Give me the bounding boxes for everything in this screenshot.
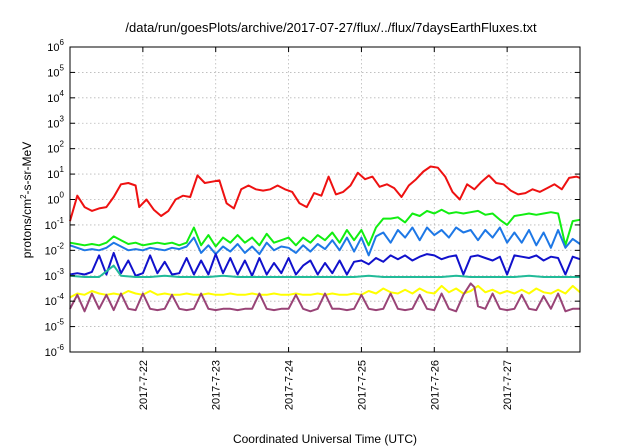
y-tick-label: 101: [47, 165, 64, 181]
y-tick-label: 103: [47, 114, 64, 130]
y-tick-label: 10-6: [45, 343, 65, 359]
y-tick-label: 104: [47, 89, 64, 105]
y-axis-label-pre: protons/cm: [20, 199, 34, 258]
series-group: [69, 165, 581, 313]
series-line-5: [69, 264, 580, 278]
series-line-2: [69, 208, 581, 248]
y-axis-label-post: -s-sr-MeV: [20, 142, 34, 195]
y-tick-label: 105: [47, 63, 64, 79]
x-tick-label: 2017-7-24: [284, 360, 296, 410]
y-tick-label: 106: [47, 38, 64, 54]
y-tick-label: 10-5: [45, 318, 65, 334]
x-tick-label: 2017-7-26: [429, 360, 441, 410]
y-tick-label: 100: [47, 191, 64, 207]
y-tick-label: 10-3: [45, 267, 65, 283]
x-tick-label: 2017-7-27: [502, 360, 514, 410]
series-line-7: [69, 282, 580, 313]
x-axis-label: Coordinated Universal Time (UTC): [233, 432, 417, 446]
y-tick-label: 10-4: [45, 292, 65, 308]
y-axis-label: protons/cm2-s-sr-MeV: [19, 142, 34, 258]
series-line-1: [69, 165, 581, 222]
x-tick-label: 2017-7-23: [211, 360, 223, 410]
y-tick-label: 10-2: [45, 241, 65, 257]
y-axis-label-sup: 2: [19, 194, 28, 199]
x-tick-label: 2017-7-25: [356, 360, 368, 410]
y-tick-label: 102: [47, 140, 64, 156]
y-axis: 10-6 10-5 10-4 10-3 10-2 10-1 100 101 102 103 104 1…: [45, 38, 580, 359]
series-line-4: [69, 251, 581, 277]
x-axis: 2017-7-22 2017-7-23 2017-7-24 2017-7-25 2017…: [138, 47, 514, 410]
grid: [70, 47, 580, 352]
x-tick-label: 2017-7-22: [138, 360, 150, 410]
chart-title: /data/run/goesPlots/archive/2017-07-27/f…: [125, 20, 537, 35]
series-line-3: [69, 226, 581, 257]
y-tick-label: 10-1: [45, 216, 65, 232]
